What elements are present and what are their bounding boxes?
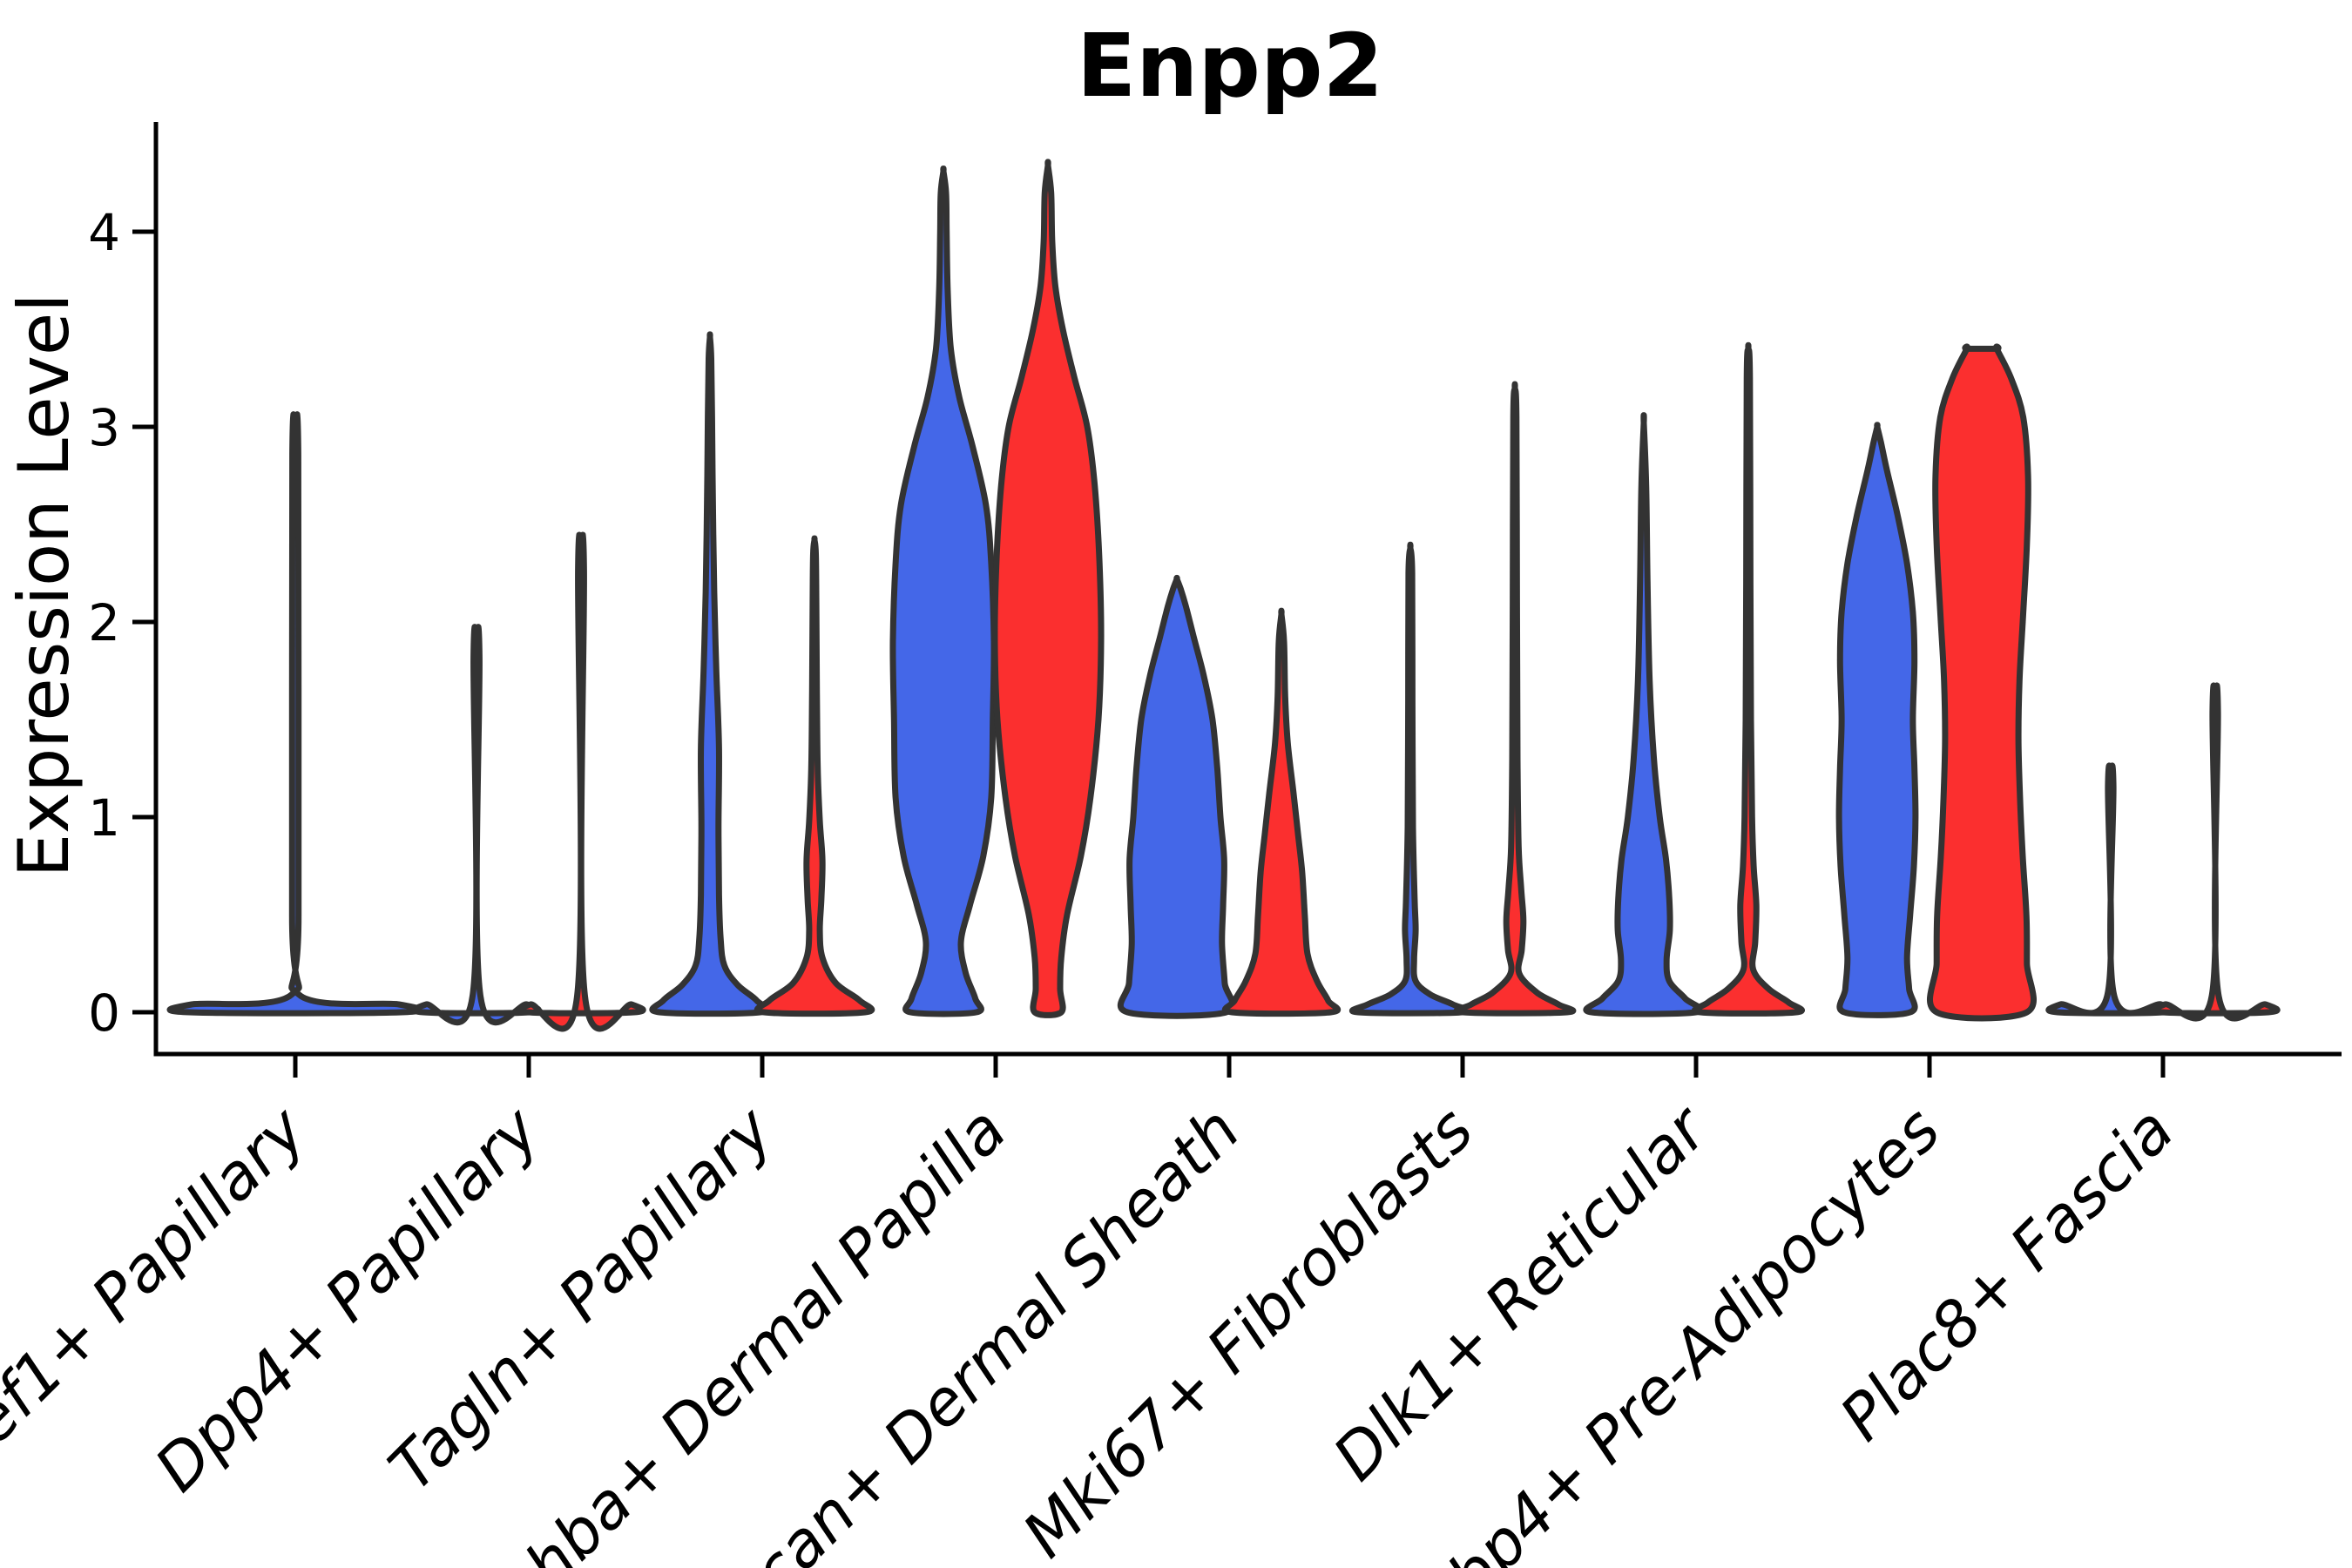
- y-tick-label: 0: [88, 983, 120, 1043]
- y-tick-label: 4: [88, 203, 120, 262]
- x-tick-label-1: Dpp4+ Papillary: [141, 1092, 554, 1505]
- violin-red-1: [516, 531, 646, 1032]
- y-axis-ticks: 0 1 2 3 4: [88, 203, 156, 1043]
- chart-title: Enpp2: [1077, 15, 1383, 117]
- violin-red-3: [991, 159, 1105, 1018]
- violin-red-8: [2150, 682, 2281, 1022]
- violin-red-4: [1221, 607, 1342, 1017]
- violin-red-2: [754, 535, 875, 1017]
- y-tick-label: 3: [88, 398, 120, 457]
- violins-layer: [166, 159, 2281, 1032]
- violin-blue-0: [166, 411, 424, 1017]
- violin-red-6: [1692, 341, 1805, 1017]
- violin-blue-6: [1583, 412, 1705, 1017]
- violin-blue-8: [2045, 762, 2176, 1017]
- x-tick-label-5: Mki67+ Fibroblasts: [1009, 1093, 1487, 1568]
- y-axis-label: Expression Level: [3, 294, 84, 878]
- x-tick-label-2: Tagln+ Papillary: [375, 1092, 787, 1505]
- y-tick-label: 1: [88, 788, 120, 848]
- violin-red-5: [1453, 381, 1577, 1017]
- violin-red-7: [1926, 343, 2038, 1022]
- violin-blue-7: [1835, 422, 1919, 1018]
- violin-blue-4: [1117, 574, 1237, 1019]
- violin-blue-3: [889, 166, 997, 1017]
- violin-blue-1: [411, 624, 542, 1026]
- violin-blue-2: [649, 331, 771, 1017]
- y-tick-label: 2: [88, 593, 120, 652]
- axes-layer: [153, 122, 2342, 1057]
- violin-blue-5: [1348, 541, 1472, 1017]
